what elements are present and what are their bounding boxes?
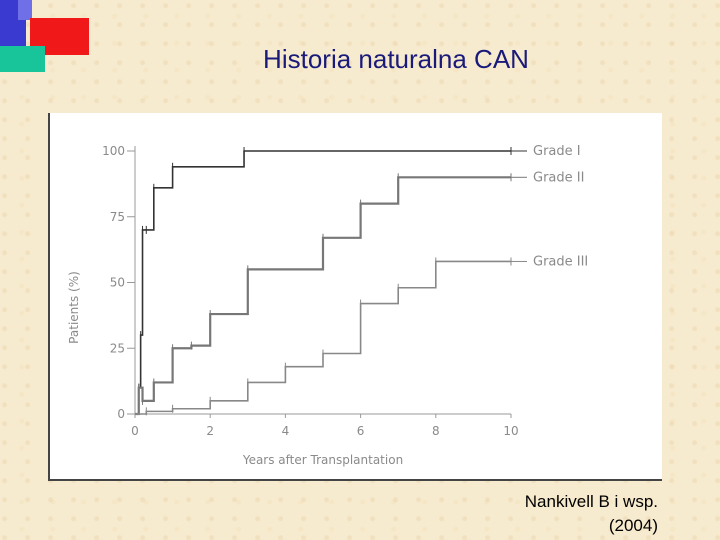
series-label-2: Grade II (533, 170, 584, 185)
x-tick-label: 0 (131, 424, 139, 438)
series-line-3 (135, 260, 511, 415)
slide-title: Historia naturalna CAN (263, 44, 529, 74)
chart-series (135, 147, 512, 416)
x-tick-label: 4 (282, 424, 290, 438)
x-tick-label: 6 (357, 424, 365, 438)
decoration-light-blue-block (18, 0, 32, 20)
y-tick-label: 75 (110, 210, 125, 224)
chart-panel: 0 25 50 75 100 0 2 4 6 8 10 Years after Transplanta… (48, 113, 662, 481)
x-tick-label: 2 (206, 424, 214, 438)
chart-labels: Grade I Grade II Grade III (511, 144, 588, 269)
series-line-2 (135, 176, 511, 416)
series-label-1: Grade I (533, 144, 581, 159)
chart-axes: 0 25 50 75 100 0 2 4 6 8 10 Years after Transplanta… (67, 144, 519, 467)
x-axis-label: Years after Transplantation (242, 453, 403, 467)
x-tick-label: 10 (503, 424, 518, 438)
series-line-1 (135, 150, 511, 415)
step-chart: 0 25 50 75 100 0 2 4 6 8 10 Years after Transplanta… (67, 144, 588, 467)
y-tick-label: 100 (102, 144, 125, 158)
y-tick-label: 25 (110, 341, 125, 355)
x-tick-label: 8 (432, 424, 440, 438)
citation-year: (2004) (608, 516, 658, 535)
decoration-green-block (0, 46, 45, 72)
citation: Nankivell B i wsp. (2004) (525, 490, 658, 538)
y-tick-label: 50 (110, 276, 125, 290)
citation-authors: Nankivell B i wsp. (524, 492, 658, 511)
y-tick-label: 0 (117, 407, 125, 421)
y-axis-label: Patients (%) (67, 271, 81, 344)
series-label-3: Grade III (533, 254, 588, 269)
